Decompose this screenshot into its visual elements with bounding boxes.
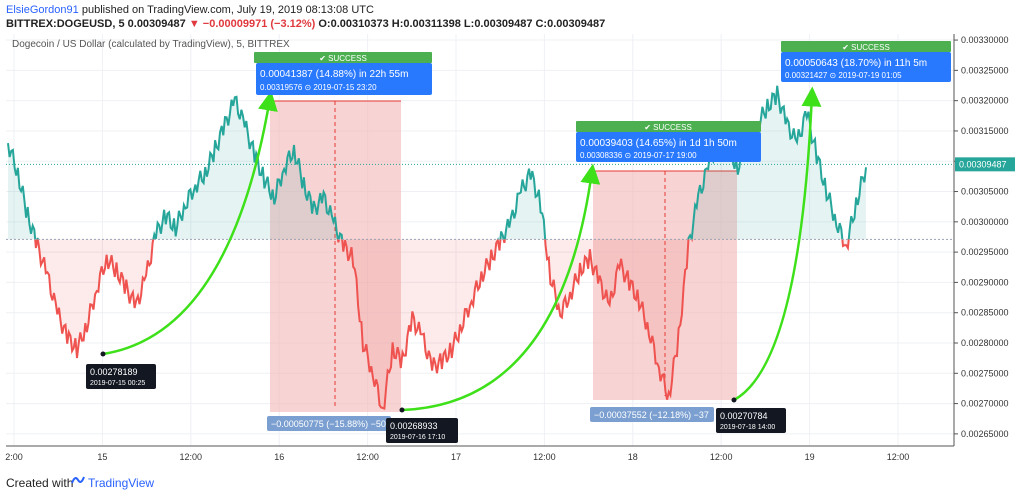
projection-curve-3 [733, 86, 822, 402]
chart-header: ElsieGordon91 published on TradingView.c… [0, 0, 1024, 34]
down-area-fill [8, 239, 866, 409]
pivot-time: 2019-07-16 17:10 [390, 434, 445, 441]
x-tick-label: 2:00 [5, 452, 23, 462]
up-area-fill [8, 85, 866, 240]
success-badge [576, 121, 761, 132]
y-tick-label: 0.00290000 [961, 277, 1009, 287]
y-tick-label: 0.00315000 [961, 126, 1009, 136]
target-box [781, 52, 951, 82]
x-tick-label: 12:00 [710, 452, 733, 462]
success-annotation-1[interactable]: ✔ SUCCESS 0.00041387 (14.88%) in 22h 55m… [254, 52, 432, 95]
y-tick-label: 0.00275000 [961, 368, 1009, 378]
drop-label-text: −0.00050775 (−15.88%) −50 [271, 419, 386, 429]
x-tick-label: 18 [628, 452, 638, 462]
tradingview-link[interactable]: TradingView [88, 476, 155, 490]
chart-footer: Created with TradingView [0, 470, 1024, 497]
pivot-time: 2019-07-18 14:00 [720, 424, 775, 431]
chart-title: Dogecoin / US Dollar (calculated by Trad… [12, 39, 290, 50]
last-price: 0.00309487 [127, 18, 186, 30]
target-gain: 0.00041387 (14.88%) in 22h 55m [260, 69, 408, 80]
target-price-time: 0.00321427 ⊙ 2019-07-19 01:05 [785, 71, 902, 80]
x-tick-label: 12:00 [887, 452, 910, 462]
baseline-line [6, 163, 954, 240]
x-tick-label: 12:00 [533, 452, 556, 462]
projection-curve-1 [102, 90, 278, 356]
y-tick-label: 0.00295000 [961, 247, 1009, 257]
axes: 0.00330000 0.00325000 0.00320000 0.00315000… [5, 34, 1015, 462]
ohlc-values: O:0.00310373 H:0.00311398 L:0.00309487 C… [318, 18, 606, 30]
success-annotation-3[interactable]: ✔ SUCCESS 0.00050643 (18.70%) in 11h 5m … [781, 41, 951, 82]
target-price-time: 0.00319576 ⊙ 2019-07-15 23:20 [260, 83, 377, 92]
y-tick-label: 0.00285000 [961, 308, 1009, 318]
y-tick-label: 0.00280000 [961, 338, 1009, 348]
y-tick-label: 0.00325000 [961, 65, 1009, 75]
down-price-line [34, 239, 850, 410]
target-gain: 0.00050643 (18.70%) in 11h 5m [785, 58, 927, 69]
projection-curve-2 [401, 163, 601, 412]
success-label: ✔ SUCCESS [644, 123, 692, 132]
published-text: published on TradingView.com, July 19, 2… [81, 4, 374, 16]
y-tick-label: 0.00330000 [961, 35, 1009, 45]
drop-label-1[interactable]: −0.00050775 (−15.88%) −50 [267, 416, 391, 431]
projection-curves [102, 86, 822, 412]
symbol-line: BITTREX:DOGEUSD, 5 0.00309487 ▼ −0.00009… [6, 18, 605, 30]
x-tick-label: 15 [97, 452, 107, 462]
target-price-time: 0.00308336 ⊙ 2019-07-17 19:00 [580, 151, 697, 160]
x-tick-label: 12:00 [180, 452, 203, 462]
x-tick-label: 17 [451, 452, 461, 462]
last-price-tag-label: 0.00309487 [959, 159, 1007, 169]
success-label: ✔ SUCCESS [842, 43, 890, 52]
target-box [576, 132, 761, 162]
x-tick-label: 19 [805, 452, 815, 462]
y-tick-label: 0.00300000 [961, 217, 1009, 227]
success-label: ✔ SUCCESS [319, 54, 367, 63]
pivot-price: 0.00270784 [720, 411, 768, 421]
last-price-tag [955, 157, 1015, 172]
y-tick-label: 0.00270000 [961, 399, 1009, 409]
y-tick-label: 0.00265000 [961, 429, 1009, 439]
tradingview-logo-icon [70, 472, 86, 491]
x-tick-label: 16 [274, 452, 284, 462]
y-tick-label: 0.00320000 [961, 96, 1009, 106]
target-box [256, 63, 432, 95]
drop-label-text: −0.00037552 (−12.18%) −37 [594, 410, 709, 420]
drawdown-zones [270, 100, 737, 412]
created-with-text: Created with [6, 476, 74, 490]
pivot-low-2[interactable]: 0.00268933 2019-07-16 17:10 [386, 407, 458, 444]
pivot-price: 0.00268933 [390, 421, 438, 431]
plot-area [6, 34, 954, 446]
author-link[interactable]: ElsieGordon91 [6, 4, 79, 16]
publish-line: ElsieGordon91 published on TradingView.c… [6, 4, 374, 16]
drop-label-2[interactable]: −0.00037552 (−12.18%) −37 [590, 407, 714, 422]
symbol-name: BITTREX:DOGEUSD, 5 [6, 18, 125, 30]
success-annotation-2[interactable]: ✔ SUCCESS 0.00039403 (14.65%) in 1d 1h 5… [576, 121, 761, 162]
price-change: ▼ −0.00009971 (−3.12%) [188, 18, 316, 30]
success-badge [254, 52, 432, 63]
price-chart[interactable]: Dogecoin / US Dollar (calculated by Trad… [0, 34, 1024, 470]
pivot-price: 0.00278189 [90, 367, 138, 377]
success-badge [781, 41, 951, 52]
x-tick-label: 12:00 [356, 452, 379, 462]
pivot-time: 2019-07-15 00:25 [90, 380, 145, 387]
pivot-low-3[interactable]: 0.00270784 2019-07-18 14:00 [716, 397, 786, 434]
pivot-low-1[interactable]: 0.00278189 2019-07-15 00:25 [86, 351, 156, 390]
y-tick-label: 0.00305000 [961, 187, 1009, 197]
target-gain: 0.00039403 (14.65%) in 1d 1h 50m [580, 138, 737, 149]
